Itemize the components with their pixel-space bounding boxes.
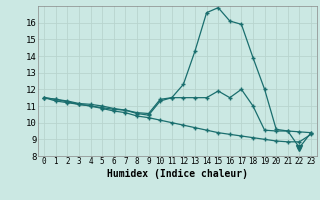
X-axis label: Humidex (Indice chaleur): Humidex (Indice chaleur): [107, 169, 248, 179]
